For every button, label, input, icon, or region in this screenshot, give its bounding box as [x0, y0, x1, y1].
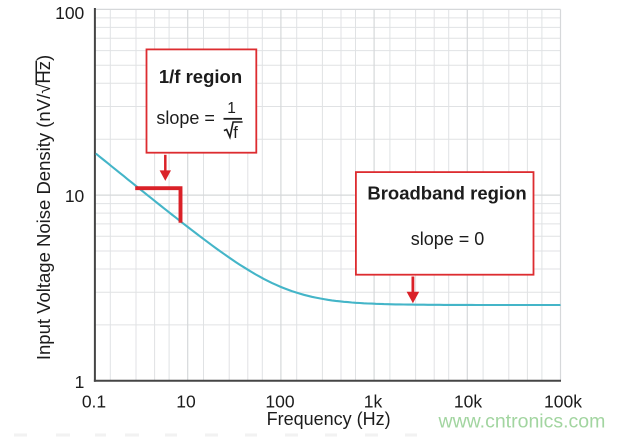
svg-text:f: f: [233, 124, 238, 142]
svg-text:1/f region: 1/f region: [159, 66, 242, 87]
svg-text:1: 1: [227, 100, 236, 117]
svg-text:slope = 0: slope = 0: [411, 229, 485, 249]
svg-text:10: 10: [176, 392, 196, 412]
svg-text:10: 10: [65, 186, 85, 206]
svg-text:1k: 1k: [364, 392, 383, 412]
svg-text:100k: 100k: [544, 392, 582, 412]
svg-text:0.1: 0.1: [82, 392, 106, 412]
svg-text:100: 100: [265, 392, 294, 412]
svg-text:www.cntronics.com: www.cntronics.com: [438, 411, 606, 433]
svg-text:1: 1: [75, 372, 85, 392]
svg-text:slope =: slope =: [156, 108, 215, 128]
svg-text:100: 100: [55, 3, 84, 23]
svg-text:Broadband region: Broadband region: [367, 183, 526, 204]
svg-text:Frequency (Hz): Frequency (Hz): [267, 409, 391, 429]
svg-text:Input Voltage Noise Density (n: Input Voltage Noise Density (nV/√Hz): [33, 55, 54, 360]
svg-text:10k: 10k: [454, 392, 482, 412]
